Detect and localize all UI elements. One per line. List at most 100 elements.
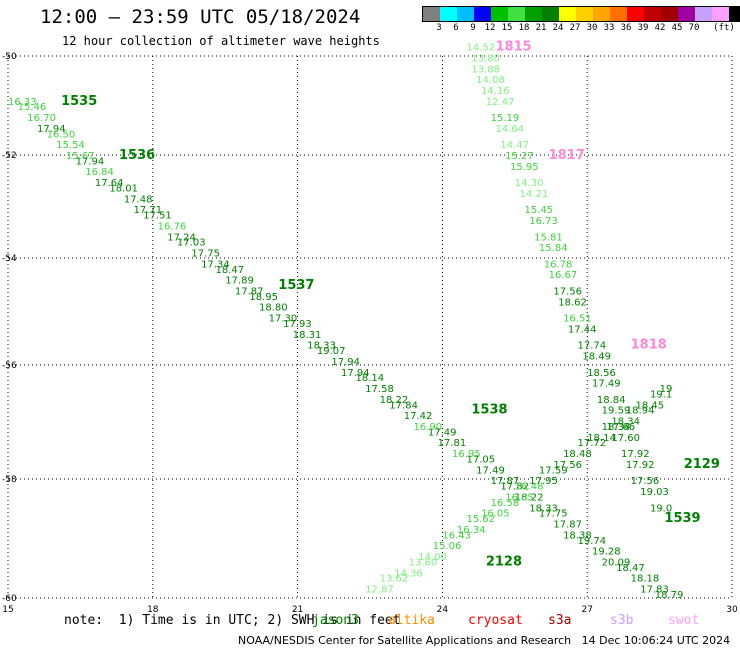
- swh-value: 17.49: [476, 465, 505, 476]
- legend-label: 36: [620, 23, 632, 33]
- y-tick-label: -54: [2, 254, 17, 264]
- map-title: 12:00 — 23:59 UTC 05/18/2024: [40, 6, 361, 28]
- y-tick-label: -52: [2, 151, 17, 161]
- legend-label: 42: [654, 23, 666, 33]
- swh-value: 18.22: [515, 492, 544, 503]
- swh-value: 14.08: [476, 75, 505, 86]
- x-tick-label: 24: [437, 605, 449, 615]
- swh-value: 17.56: [553, 460, 582, 471]
- legend-swatch: [423, 7, 440, 21]
- track-time-label: 1537: [278, 278, 314, 293]
- legend-swatch: [491, 7, 508, 21]
- swh-value: 18.95: [249, 292, 278, 303]
- swh-value: 19.1: [650, 389, 672, 400]
- swh-value: 17.59: [539, 465, 568, 476]
- swh-value: 17.49: [592, 379, 621, 390]
- swh-value: 18.56: [587, 368, 616, 379]
- legend-swatch: [559, 7, 576, 21]
- swh-value: 18.18: [631, 574, 660, 585]
- swh-value: 17.51: [143, 211, 172, 222]
- legend-swatch: [695, 7, 712, 21]
- legend-swatch: [542, 7, 559, 21]
- swh-value: 16.84: [85, 167, 114, 178]
- swh-value: 17.95: [529, 476, 558, 487]
- swh-value: 14.16: [481, 86, 510, 97]
- swh-value: 17.84: [389, 400, 418, 411]
- swh-value: 16.43: [442, 530, 471, 541]
- swh-value: 15.46: [18, 102, 47, 113]
- swh-value: 18.80: [259, 303, 288, 314]
- swh-value: 18.34: [611, 417, 640, 428]
- legend-swatch: [627, 7, 644, 21]
- swh-value: 13.62: [380, 574, 409, 585]
- swh-value: 16.95: [452, 449, 481, 460]
- swh-value: 17.58: [365, 384, 394, 395]
- swh-value: 17.94: [37, 124, 66, 135]
- swh-value: 16.70: [27, 113, 56, 124]
- map-subtitle: 12 hour collection of altimeter wave hei…: [62, 34, 380, 48]
- swh-value: 17.87: [553, 520, 582, 531]
- swh-value: 16.76: [158, 221, 187, 232]
- mission-s3b: s3b: [610, 613, 634, 628]
- legend-swatch: [729, 7, 740, 21]
- swh-value: 15.54: [56, 140, 85, 151]
- swh-value: 17.66: [607, 422, 636, 433]
- legend-swatch: [712, 7, 729, 21]
- swh-value: 17.56: [631, 476, 660, 487]
- legend-swatch: [440, 7, 457, 21]
- swh-value: 18.62: [558, 297, 587, 308]
- swh-value: 18.33: [307, 341, 336, 352]
- swh-value: 18.22: [380, 395, 409, 406]
- swh-value: 16.48: [515, 482, 544, 493]
- swh-value: 17.83: [640, 585, 669, 596]
- swh-value: 17.48: [124, 194, 153, 205]
- swh-value: 15.62: [467, 514, 496, 525]
- swh-value: 17.92: [626, 460, 655, 471]
- swh-value: 20.09: [602, 557, 631, 568]
- track-time-label: 1536: [119, 148, 155, 163]
- legend-label: 15: [501, 23, 513, 33]
- swh-value: 19.74: [578, 536, 607, 547]
- swh-value: 13.60: [409, 557, 438, 568]
- swh-value: 18.47: [216, 265, 245, 276]
- x-tick-label: 27: [581, 605, 592, 615]
- y-tick-label: -56: [2, 361, 17, 371]
- swh-value: 18.01: [109, 184, 138, 195]
- legend-label: 27: [569, 23, 581, 33]
- swh-value: 13.88: [471, 64, 500, 75]
- legend-swatch: [457, 7, 474, 21]
- x-tick-label: 18: [147, 605, 159, 615]
- swh-value: 16.78: [544, 259, 573, 270]
- legend-label: 9: [470, 23, 476, 33]
- footer-note: note: 1) Time is in UTC; 2) SWH is in fe…: [64, 613, 401, 628]
- swh-value: 18.14: [587, 433, 616, 444]
- swh-value: 17.42: [404, 411, 433, 422]
- legend-swatch: [593, 7, 610, 21]
- legend-swatch: [678, 7, 695, 21]
- legend-label: 6: [453, 23, 459, 33]
- swh-value: 16.33: [8, 97, 37, 108]
- legend-swatch: [661, 7, 678, 21]
- swh-value: 16.90: [413, 422, 442, 433]
- swh-value: 16.65: [505, 492, 534, 503]
- swh-value: 18.34: [602, 422, 631, 433]
- swh-value: 17.44: [568, 324, 597, 335]
- swh-value: 16.05: [481, 509, 510, 520]
- track-time-label: 1818: [631, 338, 667, 353]
- swh-value: 17.74: [578, 341, 607, 352]
- swh-value: 17.87: [235, 286, 264, 297]
- legend-label: 30: [586, 23, 598, 33]
- swh-value: 17.87: [491, 476, 520, 487]
- swh-value: 14.52: [467, 43, 496, 54]
- swh-value: 19.03: [640, 487, 669, 498]
- swh-value: 15.06: [433, 541, 462, 552]
- swh-value: 14.30: [515, 178, 544, 189]
- swh-value: 19.28: [592, 547, 621, 558]
- legend-label: 3: [436, 23, 442, 33]
- color-legend: 3 6 9 12 15 18 21 24 27 30 33 36 39 42 45 70 (ft): [422, 6, 740, 33]
- legend-swatch: [474, 7, 491, 21]
- swh-value: 14.36: [394, 568, 423, 579]
- swh-value: 14.47: [500, 140, 529, 151]
- swh-value: 17.49: [428, 427, 457, 438]
- grid-lines: [7, 55, 733, 599]
